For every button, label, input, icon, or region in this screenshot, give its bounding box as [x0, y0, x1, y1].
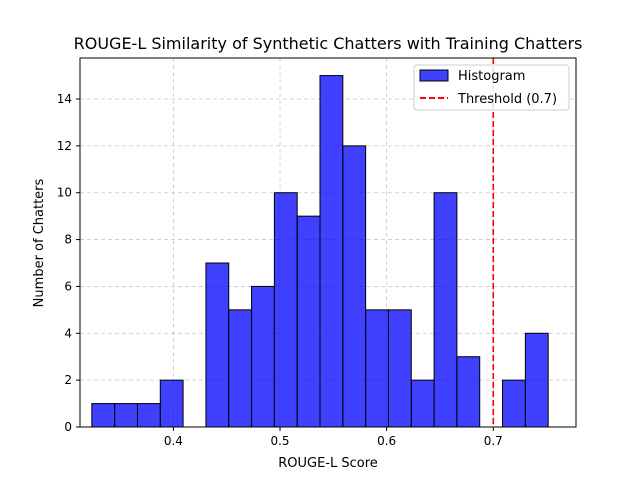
y-tick-label: 2	[64, 373, 72, 387]
histogram-bar	[228, 309, 253, 428]
chart-title: ROUGE-L Similarity of Synthetic Chatters…	[74, 34, 583, 53]
plot-frame	[79, 57, 577, 428]
x-tick-label: 0.5	[270, 434, 289, 448]
histogram-bar	[205, 262, 230, 428]
histogram-bar	[91, 403, 116, 428]
y-tick-label: 8	[64, 233, 72, 247]
y-axis: 0 2 4 6 8 10 12 14	[57, 92, 80, 434]
x-tick-label: 0.4	[164, 434, 183, 448]
histogram-bar	[159, 379, 184, 428]
x-tick-label: 0.7	[484, 434, 503, 448]
histogram-bars	[91, 75, 549, 428]
y-axis-label: Number of Chatters	[32, 178, 47, 307]
y-tick-label: 12	[57, 139, 72, 153]
x-axis-label: ROUGE-L Score	[278, 456, 378, 471]
legend: Histogram Threshold (0.7)	[413, 64, 570, 111]
x-axis: 0.4 0.5 0.6 0.7	[164, 427, 503, 448]
legend-histogram-swatch	[419, 69, 449, 82]
histogram-bar	[433, 192, 458, 428]
histogram-bar	[136, 403, 161, 428]
histogram-bar	[456, 356, 481, 428]
histogram-bar	[365, 309, 389, 428]
histogram-bar	[296, 215, 321, 428]
y-tick-label: 6	[64, 279, 72, 293]
histogram-bar	[387, 309, 412, 428]
histogram-bar	[319, 75, 344, 428]
histogram-bar	[273, 192, 298, 428]
histogram-bar	[410, 379, 435, 428]
histogram-bar	[524, 332, 549, 428]
histogram-bar	[251, 285, 275, 428]
legend-histogram-label: Histogram	[458, 69, 525, 84]
y-tick-label: 14	[57, 92, 72, 106]
y-tick-label: 4	[64, 326, 72, 340]
y-tick-label: 0	[64, 420, 72, 434]
legend-box	[413, 64, 570, 111]
histogram-bar	[114, 403, 138, 428]
legend-threshold-label: Threshold (0.7)	[457, 92, 557, 107]
histogram-bar	[342, 145, 367, 428]
x-tick-label: 0.6	[377, 434, 396, 448]
y-tick-label: 10	[57, 186, 72, 200]
histogram-bar	[502, 379, 526, 428]
